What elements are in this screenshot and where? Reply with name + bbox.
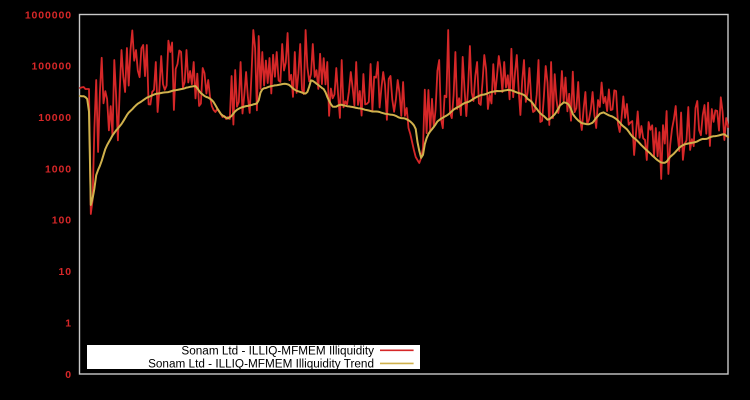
svg-text:100000: 100000 [32, 61, 72, 73]
svg-text:100: 100 [52, 215, 72, 227]
svg-text:1000000: 1000000 [25, 9, 72, 21]
svg-text:Sonam Ltd - ILLIQ-MFMEM Illiqu: Sonam Ltd - ILLIQ-MFMEM Illiquidity [181, 345, 374, 358]
svg-text:10: 10 [59, 266, 72, 278]
svg-text:1000: 1000 [45, 163, 72, 175]
svg-text:1: 1 [65, 317, 72, 329]
svg-text:10000: 10000 [38, 112, 72, 124]
svg-text:0: 0 [65, 369, 72, 381]
svg-text:Sonam Ltd - ILLIQ-MFMEM Illiqu: Sonam Ltd - ILLIQ-MFMEM Illiquidity Tren… [148, 358, 374, 371]
